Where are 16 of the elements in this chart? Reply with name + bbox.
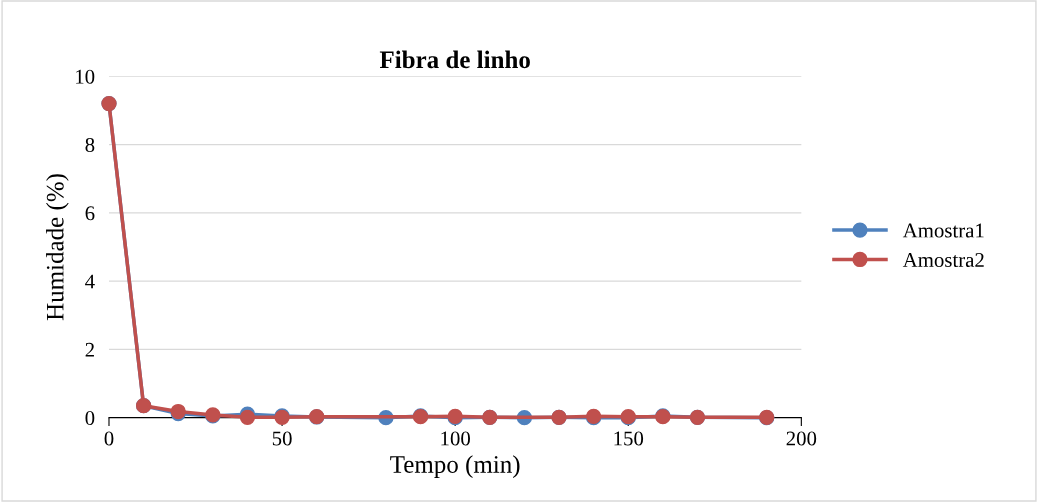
y-tick-label: 10 bbox=[76, 69, 95, 84]
y-axis-title: Humidade (%) bbox=[46, 174, 69, 321]
x-tick-label: 100 bbox=[441, 431, 470, 446]
x-tick-label: 150 bbox=[614, 431, 644, 446]
legend-label: Amostra2 bbox=[902, 252, 984, 267]
legend-label: Amostra1 bbox=[902, 223, 984, 238]
x-tick-label: 200 bbox=[786, 431, 817, 446]
y-tick-label: 2 bbox=[85, 342, 94, 357]
x-tick-label: 50 bbox=[272, 431, 292, 446]
chart-title: Fibra de linho bbox=[379, 50, 530, 69]
y-tick-label: 4 bbox=[85, 274, 95, 289]
y-tick-label: 6 bbox=[85, 206, 95, 221]
x-axis-title: Tempo (min) bbox=[390, 455, 520, 478]
y-tick-label: 0 bbox=[85, 411, 95, 426]
y-tick-label: 8 bbox=[85, 137, 95, 153]
x-tick-label: 0 bbox=[104, 431, 114, 446]
